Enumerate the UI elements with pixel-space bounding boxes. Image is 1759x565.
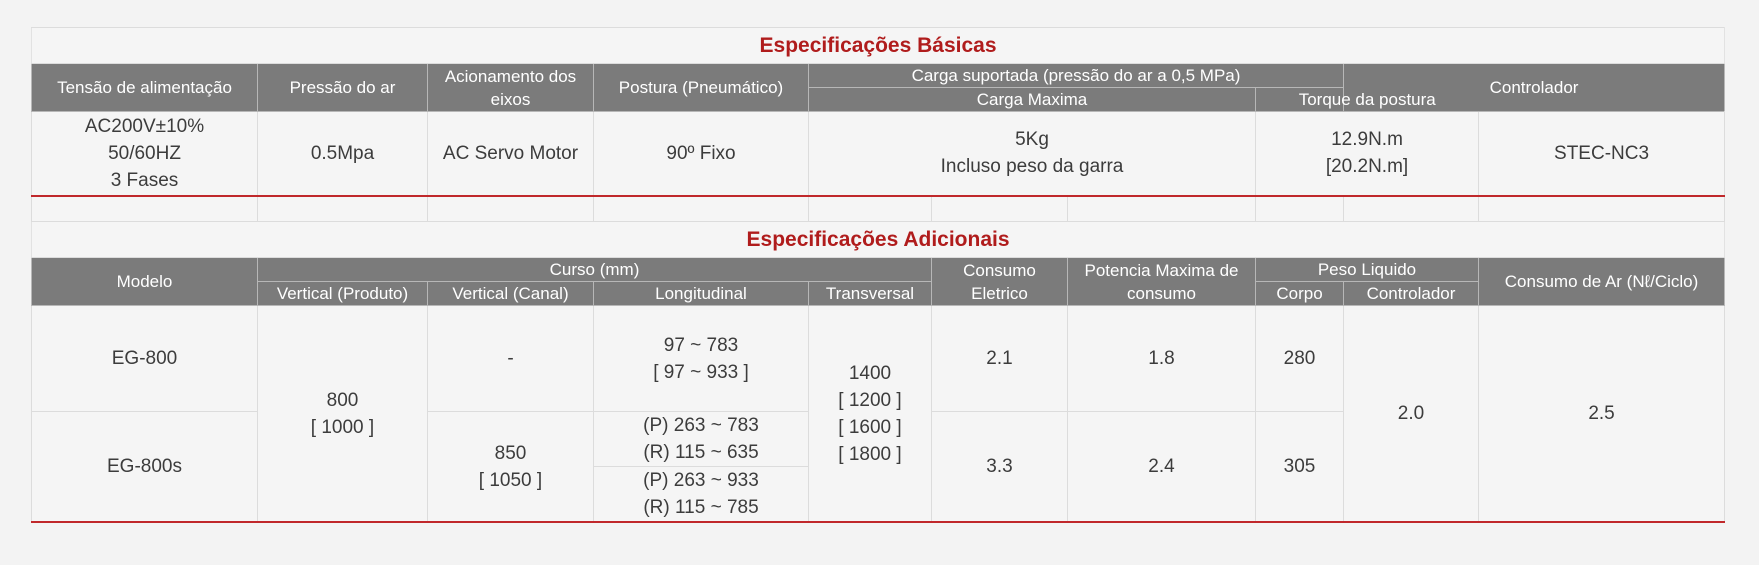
table-row: EG-800 800 [ 1000 ] - 97 ~ 783 [ 97 ~ 93…: [31, 305, 1726, 523]
spec-table: Especificações Básicas Tensão de aliment…: [30, 27, 1726, 523]
header-vertical-channel: Vertical (Canal): [427, 281, 594, 306]
header-controller-weight: Controlador: [1343, 281, 1479, 306]
cell-vertical-product: 800 [ 1000 ]: [257, 305, 428, 523]
cell-torque: 12.9N.m [20.2N.m]: [1255, 111, 1479, 197]
cell-controller: STEC-NC3: [1477, 111, 1726, 197]
spec-tables: Especificações Básicas Tensão de aliment…: [30, 27, 1726, 523]
spacer-row: [31, 195, 1726, 222]
cell-voltage: AC200V±10% 50/60HZ 3 Fases: [31, 111, 258, 197]
cell-max-load: 5Kg Incluso peso da garra: [808, 111, 1256, 197]
header-model: Modelo: [31, 257, 258, 306]
table-row: (P) 263 ~ 933 (R) 115 ~ 785: [32, 466, 1725, 523]
additional-title: Especificações Adicionais: [30, 221, 1726, 258]
table-row: EG-800s 850 [ 1050 ] (P) 263 ~ 783 (R) 1…: [31, 411, 1725, 523]
cell-vertical-channel: -: [427, 305, 594, 412]
header-posture: Postura (Pneumático): [593, 63, 809, 112]
header-air-consumption: Consumo de Ar (Nℓ/Ciclo): [1477, 257, 1726, 306]
header-max-power: Potencia Maxima de consumo: [1067, 257, 1256, 306]
basic-title: Especificações Básicas: [30, 27, 1726, 64]
cell-posture: 90º Fixo: [593, 111, 809, 197]
cell-controller-weight: 2.0: [1343, 305, 1479, 523]
cell-longitudinal: (P) 263 ~ 933 (R) 115 ~ 785: [593, 466, 809, 523]
cell-max-power: 1.8: [1067, 305, 1256, 412]
cell-longitudinal: 97 ~ 783 [ 97 ~ 933 ]: [593, 305, 809, 412]
header-stroke: Curso (mm): [257, 257, 932, 282]
header-vertical-product: Vertical (Produto): [257, 281, 428, 306]
cell-model: EG-800s: [31, 411, 258, 523]
cell-consumption: 3.3: [931, 411, 1068, 523]
header-body: Corpo: [1255, 281, 1344, 306]
cell-model: EG-800: [31, 305, 258, 412]
header-transversal: Transversal: [808, 281, 932, 306]
header-voltage: Tensão de alimentação: [31, 63, 258, 112]
cell-transversal: 1400 [ 1200 ] [ 1600 ] [ 1800 ]: [808, 305, 932, 523]
cell-body: 280: [1255, 305, 1344, 412]
header-load: Carga suportada (pressão do ar a 0,5 MPa…: [808, 63, 1344, 88]
cell-max-power: 2.4: [1067, 411, 1256, 523]
header-torque: Torque da postura: [1255, 87, 1479, 112]
cell-body: 305: [1255, 411, 1344, 523]
cell-vertical-channel: 850 [ 1050 ]: [427, 411, 594, 523]
header-longitudinal: Longitudinal: [593, 281, 809, 306]
header-drive: Acionamento dos eixos: [427, 63, 594, 112]
header-max-load: Carga Maxima: [808, 87, 1256, 112]
cell-air-pressure: 0.5Mpa: [257, 111, 428, 197]
header-air-pressure: Pressão do ar: [257, 63, 428, 112]
cell-consumption: 2.1: [931, 305, 1068, 412]
header-net-weight: Peso Liquido: [1255, 257, 1479, 282]
header-consumption: Consumo Eletrico: [931, 257, 1068, 306]
cell-longitudinal: (P) 263 ~ 783 (R) 115 ~ 635: [593, 411, 809, 467]
cell-drive: AC Servo Motor: [427, 111, 594, 197]
cell-air-consumption: 2.5: [1477, 305, 1726, 523]
